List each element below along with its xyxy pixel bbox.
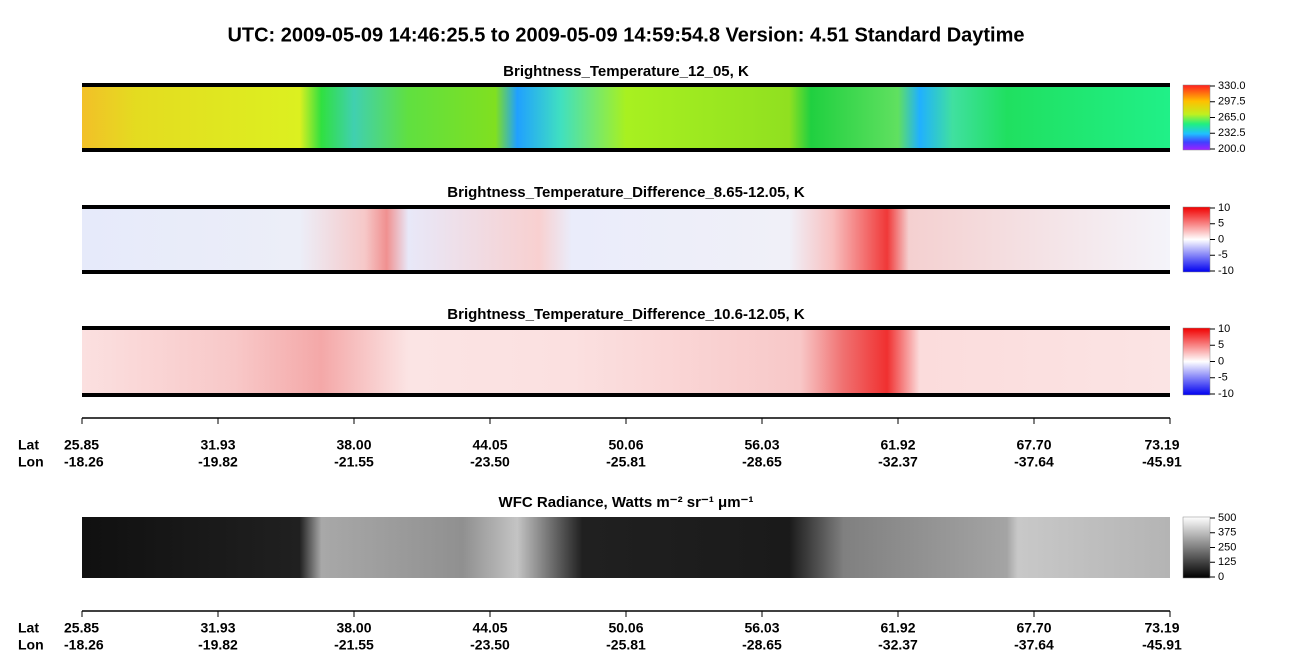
lat-value: 73.19 bbox=[1144, 437, 1179, 453]
lon-value: -23.50 bbox=[470, 637, 510, 653]
lon-value: -25.81 bbox=[606, 637, 646, 653]
lat-label: Lat bbox=[18, 437, 39, 453]
swath-border bbox=[82, 270, 1170, 274]
colorbar-label: 297.5 bbox=[1218, 96, 1246, 108]
lat-value: 61.92 bbox=[880, 620, 915, 636]
colorbar-label: 375 bbox=[1218, 527, 1236, 539]
panel-title: Brightness_Temperature_12_05, K bbox=[503, 63, 749, 80]
colorbar-label: 0 bbox=[1218, 355, 1224, 367]
lon-value: -19.82 bbox=[198, 637, 238, 653]
lon-value: -19.82 bbox=[198, 454, 238, 470]
lat-value: 31.93 bbox=[200, 437, 235, 453]
colorbar bbox=[1182, 516, 1211, 579]
swath-border bbox=[82, 83, 1170, 87]
panel-title: WFC Radiance, Watts m⁻² sr⁻¹ μm⁻¹ bbox=[499, 494, 754, 511]
lon-value: -37.64 bbox=[1014, 454, 1054, 470]
colorbar bbox=[1182, 206, 1211, 273]
lat-value: 25.85 bbox=[64, 437, 99, 453]
lon-value: -45.91 bbox=[1142, 637, 1182, 653]
lon-label: Lon bbox=[18, 637, 44, 653]
lon-value: -37.64 bbox=[1014, 637, 1054, 653]
colorbar-label: 232.5 bbox=[1218, 127, 1246, 139]
title: UTC: 2009-05-09 14:46:25.5 to 2009-05-09… bbox=[227, 24, 1024, 46]
swath-border bbox=[82, 205, 1170, 209]
colorbar-label: 125 bbox=[1218, 556, 1236, 568]
swath-image bbox=[82, 517, 1170, 578]
lon-value: -18.26 bbox=[64, 637, 104, 653]
colorbar-label: 0 bbox=[1218, 571, 1224, 583]
lat-value: 56.03 bbox=[744, 437, 779, 453]
lon-value: -25.81 bbox=[606, 454, 646, 470]
colorbar-label: 5 bbox=[1218, 218, 1224, 230]
colorbar-label: 5 bbox=[1218, 339, 1224, 351]
swath-image bbox=[82, 85, 1170, 150]
swath-border bbox=[82, 393, 1170, 397]
colorbar-label: 0 bbox=[1218, 233, 1224, 245]
colorbar bbox=[1182, 84, 1211, 151]
colorbar-label: -10 bbox=[1218, 388, 1234, 400]
colorbar-label: 265.0 bbox=[1218, 111, 1246, 123]
colorbar-label: -10 bbox=[1218, 265, 1234, 277]
lat-value: 50.06 bbox=[608, 620, 643, 636]
swath-border bbox=[82, 148, 1170, 152]
colorbar-label: 10 bbox=[1218, 323, 1230, 335]
lon-value: -32.37 bbox=[878, 637, 918, 653]
colorbar-label: 500 bbox=[1218, 512, 1236, 524]
swath-border bbox=[82, 326, 1170, 330]
lat-value: 50.06 bbox=[608, 437, 643, 453]
lon-value: -28.65 bbox=[742, 637, 782, 653]
lat-value: 67.70 bbox=[1016, 437, 1051, 453]
lon-value: -45.91 bbox=[1142, 454, 1182, 470]
lat-value: 67.70 bbox=[1016, 620, 1051, 636]
swath-image bbox=[82, 207, 1170, 272]
lat-value: 31.93 bbox=[200, 620, 235, 636]
panel-title: Brightness_Temperature_Difference_10.6-1… bbox=[447, 306, 805, 323]
lon-value: -28.65 bbox=[742, 454, 782, 470]
lat-value: 25.85 bbox=[64, 620, 99, 636]
lat-value: 56.03 bbox=[744, 620, 779, 636]
lat-value: 61.92 bbox=[880, 437, 915, 453]
lat-value: 44.05 bbox=[472, 620, 507, 636]
lon-label: Lon bbox=[18, 454, 44, 470]
lon-value: -18.26 bbox=[64, 454, 104, 470]
colorbar-label: -5 bbox=[1218, 249, 1228, 261]
colorbar-label: 330.0 bbox=[1218, 80, 1246, 92]
lat-value: 73.19 bbox=[1144, 620, 1179, 636]
lat-value: 38.00 bbox=[336, 437, 371, 453]
lon-value: -23.50 bbox=[470, 454, 510, 470]
lon-value: -21.55 bbox=[334, 637, 374, 653]
panel-title: Brightness_Temperature_Difference_8.65-1… bbox=[447, 184, 805, 201]
colorbar-label: 200.0 bbox=[1218, 143, 1246, 155]
colorbar-label: 10 bbox=[1218, 202, 1230, 214]
colorbar-label: -5 bbox=[1218, 372, 1228, 384]
colorbar-label: 250 bbox=[1218, 541, 1236, 553]
lon-value: -32.37 bbox=[878, 454, 918, 470]
colorbar bbox=[1182, 327, 1211, 396]
lat-value: 44.05 bbox=[472, 437, 507, 453]
swath-image bbox=[82, 328, 1170, 395]
lat-value: 38.00 bbox=[336, 620, 371, 636]
lat-label: Lat bbox=[18, 620, 39, 636]
lon-value: -21.55 bbox=[334, 454, 374, 470]
